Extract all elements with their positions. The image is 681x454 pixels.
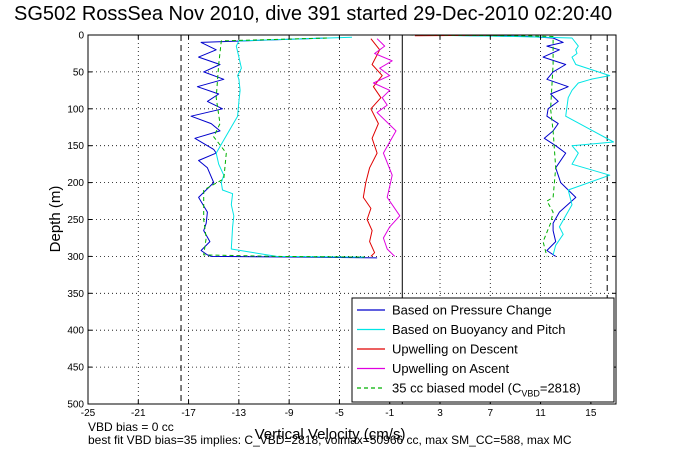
footer-best-fit: best fit VBD bias=35 implies: C_VBD=2818… xyxy=(88,433,572,447)
legend: Based on Pressure Change Based on Buoyanc… xyxy=(351,297,615,403)
y-tick-label-3: 150 xyxy=(67,141,84,152)
x-tick-label-5: -5 xyxy=(335,408,344,419)
series-line-4-0 xyxy=(203,37,365,258)
y-tick-label-5: 250 xyxy=(67,215,84,226)
y-tick-label-9: 450 xyxy=(67,363,84,374)
x-tick-label-1: -21 xyxy=(131,408,146,419)
legend-label-3: Upwelling on Ascent xyxy=(392,361,509,376)
x-tick-label-6: -1 xyxy=(385,408,394,419)
series-line-1-1 xyxy=(414,34,614,256)
x-axis-label: Vertical Velocity (cm/s) xyxy=(255,426,406,443)
y-tick-label-2: 100 xyxy=(67,104,84,115)
x-axis-ticks: -25 -21 -17 -13 -9 -5 -1 3 7 11 15 xyxy=(81,35,597,419)
series-line-4-1 xyxy=(402,34,557,257)
x-tick-label-0: -25 xyxy=(81,408,96,419)
x-tick-label-9: 11 xyxy=(535,408,546,419)
y-tick-label-7: 350 xyxy=(67,289,84,300)
series-line-0-1 xyxy=(414,34,577,257)
x-tick-label-4: -9 xyxy=(285,408,294,419)
series-line-0-0 xyxy=(190,37,378,259)
y-tick-label-0: 0 xyxy=(78,31,84,42)
x-tick-label-7: 3 xyxy=(437,408,443,419)
y-tick-label-1: 50 xyxy=(73,67,85,78)
series-line-1-0 xyxy=(215,36,365,258)
y-axis-ticks: 0 50 100 150 200 250 300 350 400 450 500 xyxy=(67,31,616,411)
series-line-2-0 xyxy=(362,38,383,257)
footer-vbd-bias: VBD bias = 0 cc xyxy=(88,420,174,434)
y-axis-label: Depth (m) xyxy=(47,186,64,253)
chart-title: SG502 RossSea Nov 2010, dive 391 started… xyxy=(14,3,613,25)
legend-box xyxy=(351,297,615,403)
series-line-3-0 xyxy=(372,38,401,257)
y-tick-label-8: 400 xyxy=(67,326,84,337)
x-tick-label-3: -13 xyxy=(232,408,247,419)
x-tick-label-8: 7 xyxy=(488,408,494,419)
legend-label-0: Based on Pressure Change xyxy=(392,303,552,318)
y-tick-label-10: 500 xyxy=(67,400,84,411)
y-tick-label-6: 300 xyxy=(67,252,84,263)
x-tick-label-2: -17 xyxy=(181,408,196,419)
x-tick-label-10: 15 xyxy=(585,408,597,419)
legend-label-1: Based on Buoyancy and Pitch xyxy=(392,322,565,337)
legend-label-2: Upwelling on Descent xyxy=(392,342,518,357)
y-tick-label-4: 200 xyxy=(67,178,84,189)
